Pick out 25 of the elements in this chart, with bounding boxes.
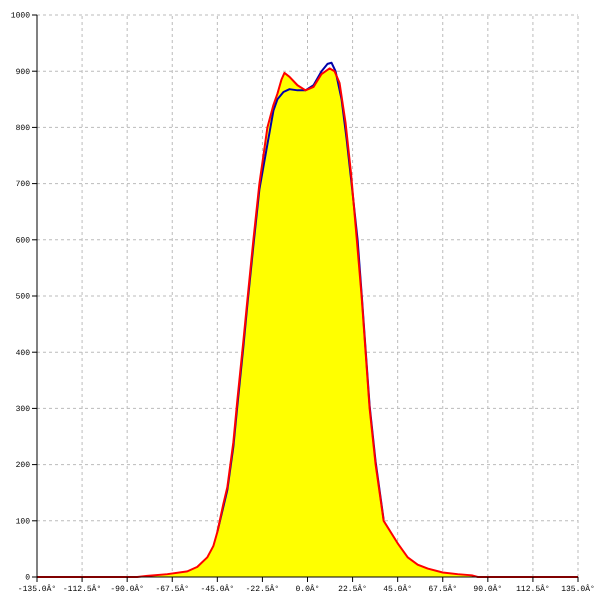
- y-tick-label: 1000: [10, 12, 30, 21]
- y-tick-label: 700: [16, 180, 30, 190]
- x-tick-label: -112.5Â°: [62, 584, 102, 594]
- x-tick-label: -45.0Â°: [200, 584, 234, 594]
- y-tick-label: 0: [25, 574, 30, 583]
- x-tick-label: 45.0Â°: [383, 584, 412, 594]
- y-tick-label: 500: [16, 292, 30, 302]
- line-series: [216, 62, 385, 534]
- x-tick-label: -135.0Â°: [18, 584, 56, 594]
- x-tick-label: 90.0Â°: [473, 584, 502, 594]
- x-tick-label: 0.0Â°: [295, 584, 320, 594]
- y-tick-label: 300: [16, 404, 30, 414]
- x-tick-label: -22.5Â°: [246, 584, 280, 594]
- y-tick-label: 100: [16, 517, 30, 526]
- x-tick-label: 112.5Â°: [516, 584, 550, 594]
- x-tick-label: -90.0Â°: [110, 584, 144, 594]
- y-tick-label: 900: [16, 68, 30, 77]
- y-tick-label: 200: [16, 461, 30, 470]
- y-tick-label: 800: [16, 124, 30, 133]
- x-tick-label: 22.5Â°: [338, 584, 367, 594]
- x-tick-label: 67.5Â°: [428, 584, 458, 594]
- y-tick-label: 600: [16, 236, 30, 246]
- y-tick-label: 400: [16, 348, 30, 358]
- x-tick-label: 135.0Â°: [561, 584, 595, 594]
- x-tick-label: -67.5Â°: [155, 584, 190, 594]
